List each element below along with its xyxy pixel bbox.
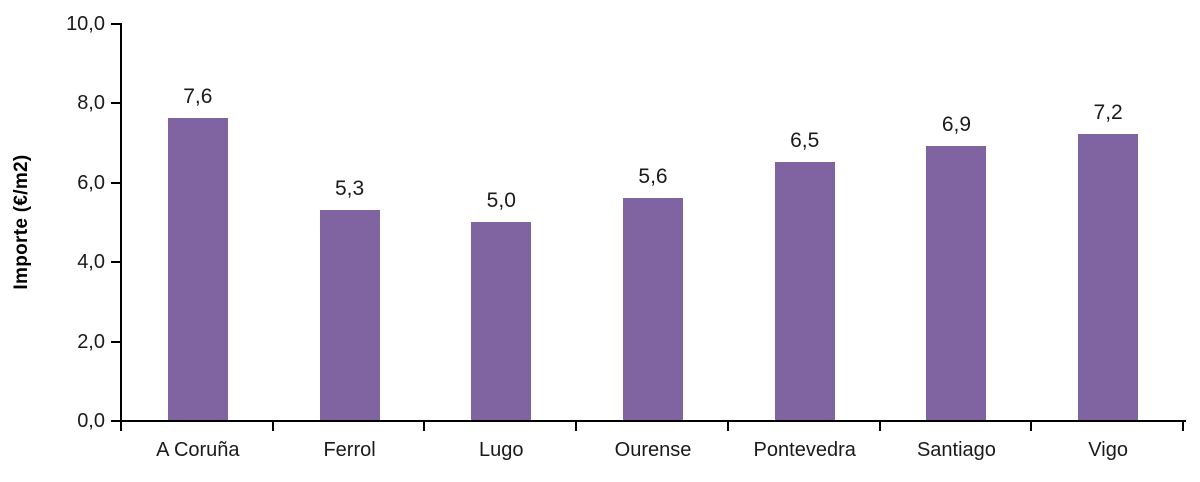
y-tick-label: 0,0 — [77, 410, 105, 432]
bar — [319, 209, 380, 420]
x-axis-label: A Coruña — [156, 439, 240, 461]
x-axis-label: Pontevedra — [753, 439, 856, 461]
bar — [774, 161, 835, 420]
bar — [623, 197, 683, 420]
bar-value-label: 5,3 — [334, 176, 365, 200]
x-axis-label: Ourense — [614, 439, 692, 461]
y-tick-label: 2,0 — [77, 330, 105, 353]
y-tick-mark — [111, 420, 120, 422]
x-tick-mark — [120, 422, 122, 431]
x-tick-mark — [423, 422, 426, 431]
y-axis-line — [120, 23, 122, 422]
x-axis-label: Ferrol — [323, 439, 376, 461]
bar — [926, 146, 987, 420]
x-tick-mark — [1030, 422, 1033, 431]
x-axis-label: Lugo — [479, 439, 524, 461]
bar-value-label: 7,2 — [1093, 101, 1123, 125]
x-tick-mark — [726, 422, 729, 431]
y-tick-label: 8,0 — [77, 92, 105, 115]
x-tick-mark — [575, 422, 578, 431]
bar — [471, 221, 532, 420]
x-tick-mark — [1182, 422, 1184, 431]
y-tick-label: 10,0 — [66, 13, 105, 35]
x-axis-line — [120, 420, 1186, 422]
y-tick-mark — [111, 102, 120, 105]
bar-value-label: 6,9 — [941, 113, 972, 137]
x-axis-label: Vigo — [1088, 439, 1128, 461]
x-tick-mark — [271, 422, 274, 431]
y-axis-title: Importe (€/m2) — [11, 154, 32, 290]
bar — [1078, 134, 1139, 420]
bar-value-label: 5,0 — [486, 188, 516, 212]
x-axis-label: Santiago — [916, 439, 996, 461]
y-tick-label: 6,0 — [77, 171, 105, 194]
y-tick-mark — [111, 261, 120, 264]
y-tick-mark — [111, 23, 120, 25]
bar-value-label: 5,6 — [638, 164, 668, 188]
x-tick-mark — [878, 422, 881, 431]
bar — [167, 118, 228, 420]
y-tick-mark — [111, 181, 120, 184]
bar-value-label: 6,5 — [790, 128, 820, 152]
y-tick-label: 4,0 — [77, 251, 105, 274]
y-tick-mark — [111, 340, 120, 343]
bar-value-label: 7,6 — [183, 85, 213, 109]
